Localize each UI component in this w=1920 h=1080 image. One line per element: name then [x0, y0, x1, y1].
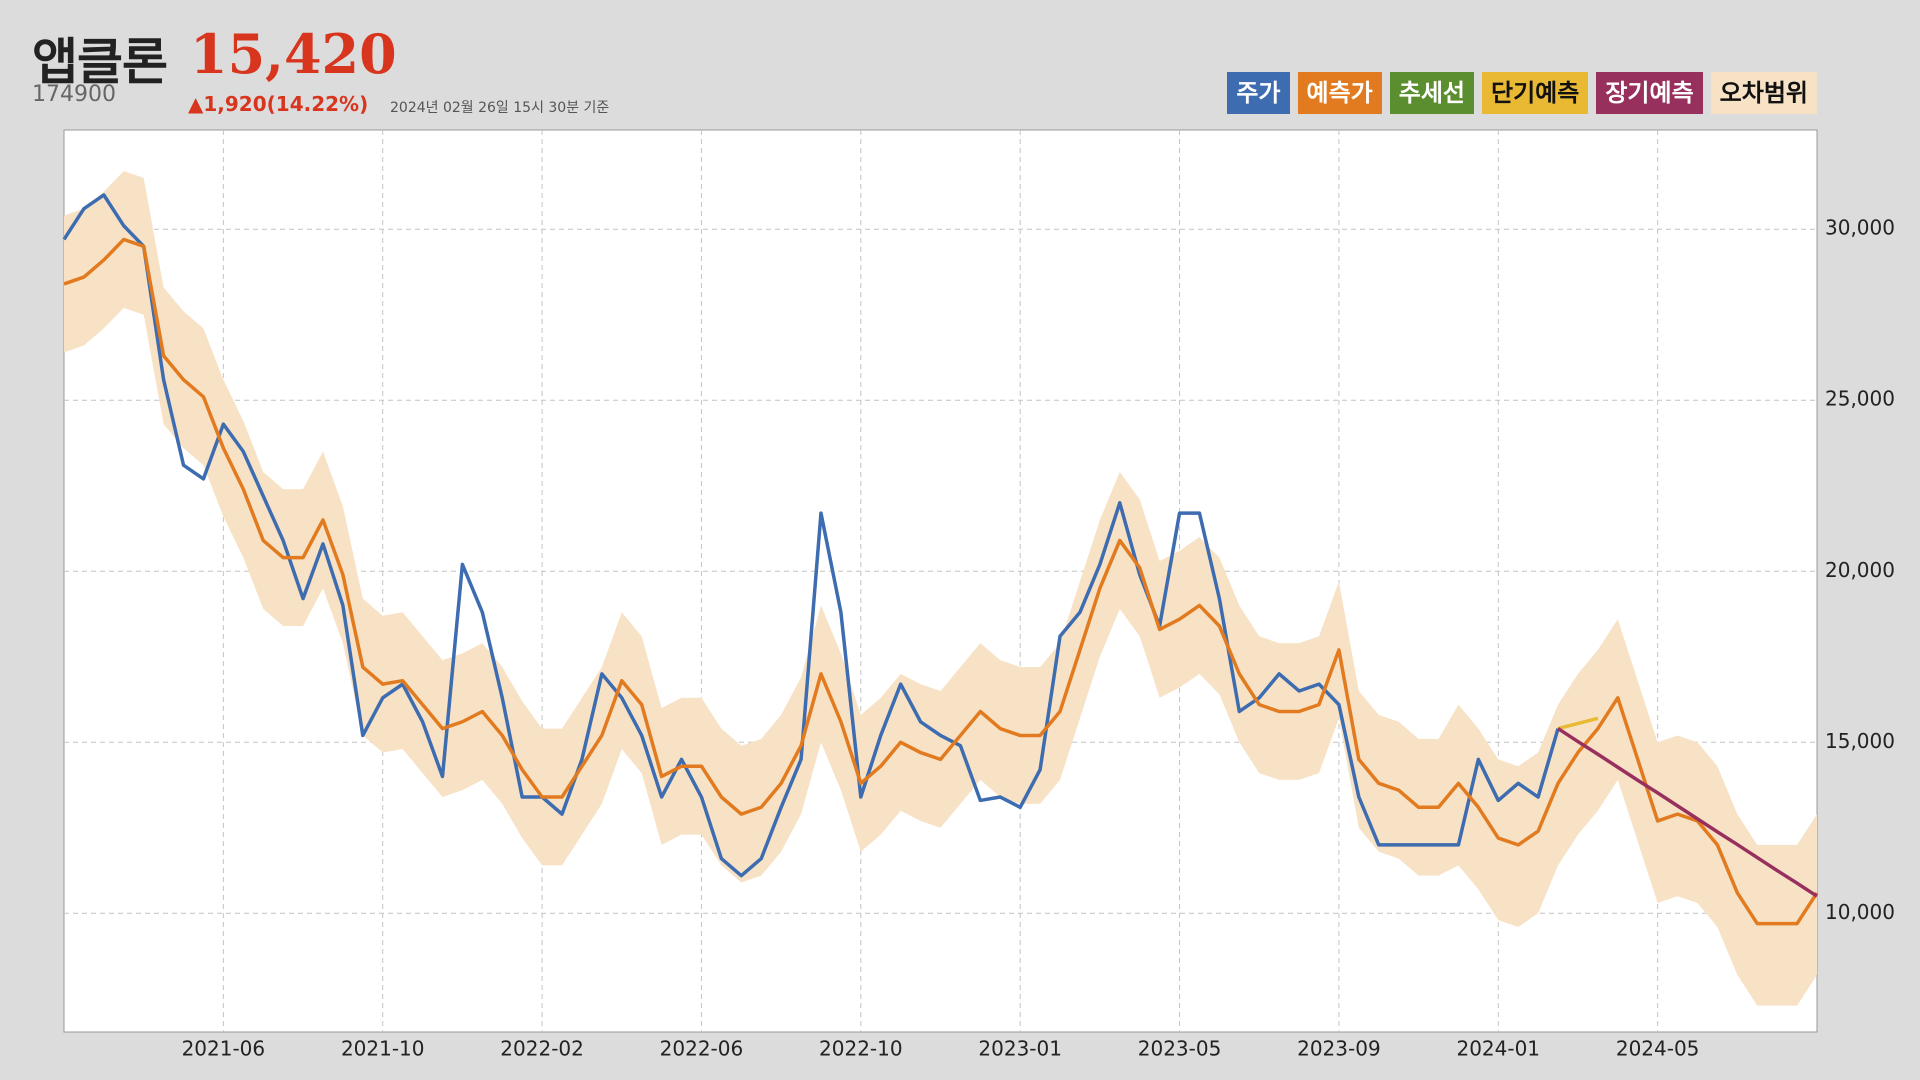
series-line [1557, 716, 1599, 731]
x-tick-label: 2024-05 [1616, 1037, 1700, 1061]
legend-item: 추세선 [1389, 72, 1475, 114]
stock-name: 앱클론 [32, 33, 168, 91]
y-tick-label: 25,000 [1825, 387, 1895, 411]
y-tick-label: 15,000 [1825, 729, 1895, 753]
legend-item: 예측가 [1297, 72, 1382, 114]
x-tick-label: 2023-05 [1138, 1037, 1222, 1061]
timestamp: 2024년 02월 26일 15시 30분 기준 [390, 100, 610, 116]
legend-item: 오차범위 [1710, 72, 1817, 114]
stock-code: 174900 [32, 82, 116, 107]
y-tick-label: 20,000 [1825, 558, 1895, 582]
error-band [64, 171, 1817, 1006]
series-line [1557, 727, 1818, 898]
x-tick-label: 2022-06 [660, 1037, 744, 1061]
x-tick-label: 2023-09 [1297, 1037, 1381, 1061]
x-tick-label: 2022-10 [819, 1037, 903, 1061]
y-tick-label: 30,000 [1825, 216, 1895, 240]
x-tick-label: 2022-02 [500, 1037, 584, 1061]
legend: 주가 예측가 추세선 단기예측 장기예측 오차범위 [1227, 72, 1817, 114]
price-change: ▲1,920(14.22%) [188, 92, 369, 116]
series-line [62, 193, 1560, 878]
x-tick-label: 2021-06 [182, 1037, 266, 1061]
x-tick-label: 2021-10 [341, 1037, 425, 1061]
x-tick-label: 2023-01 [978, 1037, 1062, 1061]
y-tick-label: 10,000 [1825, 900, 1895, 924]
series-line [63, 237, 1819, 926]
legend-item: 장기예측 [1596, 72, 1703, 114]
x-tick-label: 2024-01 [1456, 1037, 1540, 1061]
stock-price: 15,420 [190, 22, 397, 86]
legend-item: 주가 [1227, 72, 1290, 114]
legend-item: 단기예측 [1482, 72, 1589, 114]
